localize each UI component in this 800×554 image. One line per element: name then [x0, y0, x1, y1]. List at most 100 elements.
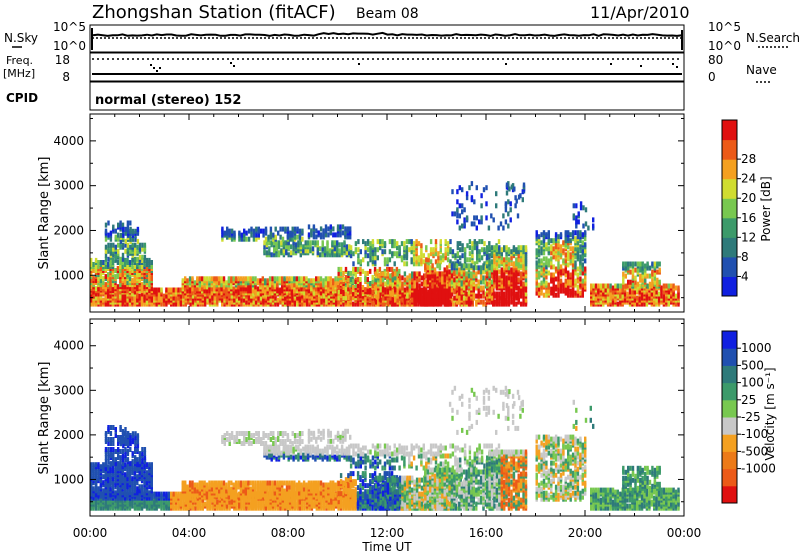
power-cell: [507, 265, 511, 271]
power-cell: [293, 276, 296, 282]
power-cell: [184, 276, 187, 282]
power-cell: [415, 277, 419, 283]
power-cell: [550, 250, 553, 256]
power-cell: [434, 247, 438, 253]
power-cell: [261, 288, 264, 294]
power-cell: [512, 289, 516, 295]
power-cell: [480, 203, 483, 209]
power-cell: [230, 293, 234, 299]
power-cell: [381, 285, 385, 291]
power-cell: [574, 260, 577, 266]
power-cell: [222, 288, 226, 294]
power-cell: [324, 276, 328, 282]
power-cell: [268, 280, 272, 286]
power-cell: [131, 228, 135, 234]
nsky-label: N.Sky: [4, 31, 38, 45]
power-cell: [433, 299, 437, 305]
power-cell: [505, 293, 508, 299]
power-cell: [388, 249, 392, 255]
power-cell: [545, 232, 548, 238]
power-cell: [201, 286, 204, 292]
power-cell: [579, 282, 582, 288]
power-cell: [389, 299, 392, 305]
power-cell: [503, 295, 506, 301]
power-cell: [285, 276, 289, 282]
power-cell: [352, 261, 355, 267]
power-cell: [537, 258, 541, 264]
power-cell: [437, 255, 440, 261]
power-cell: [500, 283, 503, 289]
freq-dip-mark: [640, 65, 642, 67]
power-cell: [547, 282, 550, 288]
power-cell: [656, 281, 659, 287]
power-cell: [465, 271, 468, 277]
power-cell: [193, 280, 197, 286]
power-cell: [349, 249, 353, 255]
power-cell: [134, 256, 137, 262]
power-cell: [634, 267, 637, 273]
power-cell: [463, 217, 466, 223]
power-cell: [567, 262, 570, 268]
power-colorbar-tick-label: 4: [741, 269, 749, 283]
power-cell: [177, 295, 180, 301]
power-cell: [354, 241, 358, 247]
power-cell: [405, 299, 408, 305]
power-cell: [475, 283, 478, 289]
power-cell: [198, 286, 201, 292]
power-cell: [411, 297, 414, 303]
power-cell: [427, 253, 430, 259]
power-cell: [550, 290, 553, 296]
power-cell: [366, 261, 370, 267]
power-cell: [332, 278, 335, 284]
power-cell: [504, 219, 508, 225]
power-cell: [341, 230, 345, 236]
power-cell: [280, 248, 283, 254]
nave-label: Nave: [746, 63, 777, 77]
power-cell: [319, 282, 323, 288]
power-cell: [639, 267, 642, 273]
power-cell: [461, 203, 464, 209]
power-cell: [408, 273, 411, 279]
power-cell: [582, 223, 585, 229]
power-cell: [376, 297, 379, 303]
power-cell: [374, 271, 377, 277]
power-cell: [572, 203, 575, 209]
power-cell: [497, 225, 500, 231]
power-cell: [420, 295, 424, 301]
power-cell: [288, 276, 291, 282]
power-cell: [524, 245, 528, 251]
power-cell: [396, 287, 399, 293]
power-cell: [403, 271, 407, 277]
power-cell: [388, 266, 391, 272]
power-cell: [579, 276, 582, 282]
power-cell: [268, 246, 271, 252]
power-cell: [636, 295, 639, 301]
power-cell: [261, 276, 264, 282]
power-cell: [646, 261, 649, 267]
power-cell: [507, 299, 511, 305]
power-cell: [434, 259, 438, 265]
power-cell: [232, 276, 235, 282]
power-cell: [426, 277, 429, 283]
power-cell: [281, 226, 285, 232]
power-cell: [524, 277, 528, 283]
power-cell: [391, 297, 394, 303]
power-cell: [452, 301, 455, 307]
power-cell: [391, 277, 394, 283]
power-cell: [131, 278, 134, 284]
power-cell: [495, 291, 499, 297]
power-cell: [574, 246, 577, 252]
power-cell: [438, 277, 442, 283]
power-cell: [461, 253, 464, 259]
mhz-label: [MHz]: [3, 67, 35, 80]
power-cell: [517, 261, 520, 267]
power-cell: [266, 278, 269, 284]
power-cell: [569, 238, 572, 244]
power-cell: [145, 299, 149, 305]
power-cell: [384, 271, 387, 277]
power-cell: [415, 285, 419, 291]
power-cell: [522, 245, 525, 251]
power-cell: [128, 260, 132, 265]
power-cell: [456, 259, 459, 265]
power-cell: [470, 283, 473, 289]
